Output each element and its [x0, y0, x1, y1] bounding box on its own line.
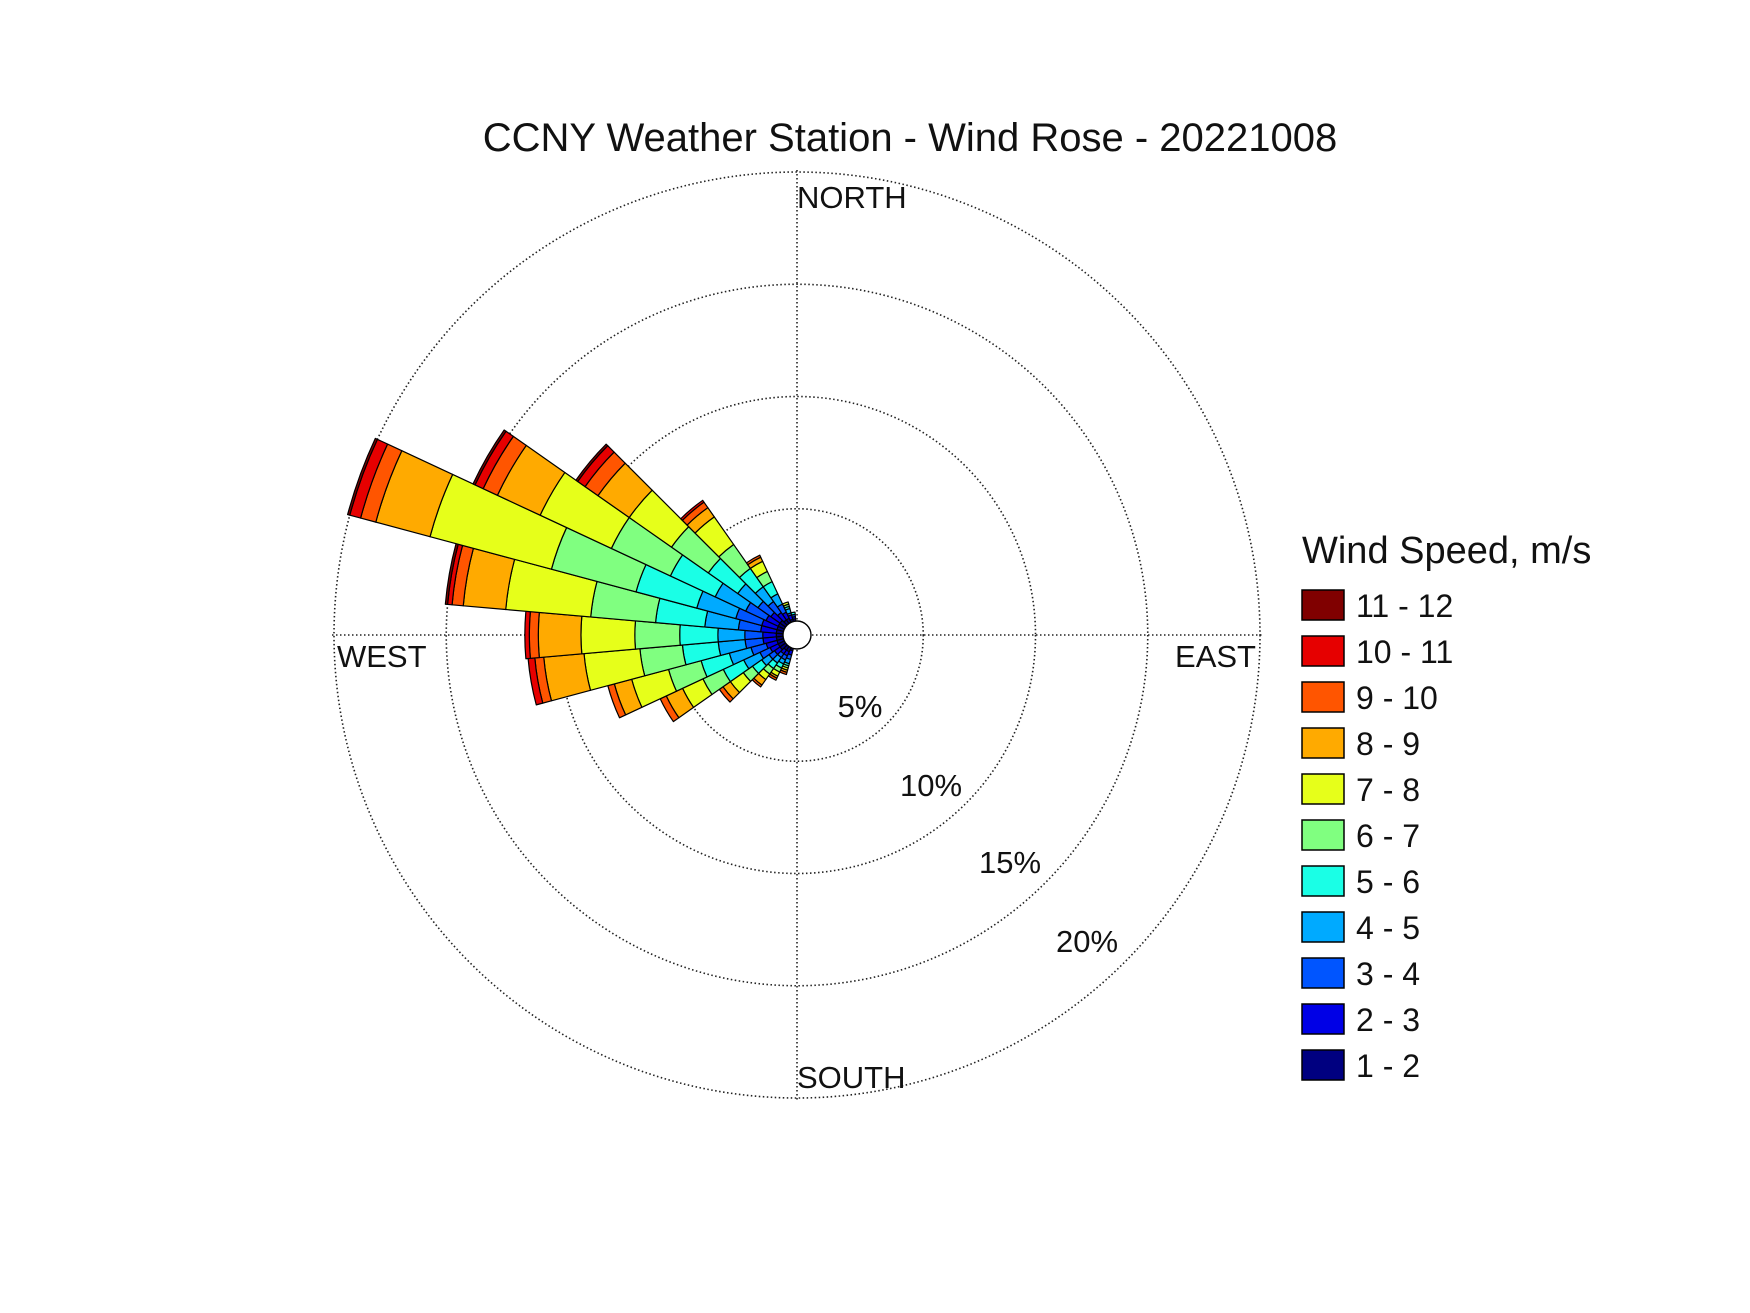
- sector-290-bin-11-12: [347, 437, 378, 516]
- sector-270-bin-10-11: [524, 610, 531, 660]
- legend: Wind Speed, m/s 11 - 12 10 - 11 9 - 10 8 - …: [1301, 530, 1591, 1084]
- chart-title: CCNY Weather Station - Wind Rose - 20221…: [483, 116, 1338, 160]
- sector-290: [347, 437, 785, 632]
- west-label: WEST: [337, 639, 427, 674]
- legend-entries: 11 - 12 10 - 11 9 - 10 8 - 9 7 - 8 6 - 7 5 - 6…: [1301, 588, 1453, 1084]
- legend-entry: 5 - 6: [1301, 864, 1420, 900]
- sector-340-bin-7-8: [781, 601, 790, 607]
- sector-270-bin-9-10: [528, 611, 540, 659]
- legend-title: Wind Speed, m/s: [1302, 530, 1591, 572]
- legend-entry: 9 - 10: [1301, 680, 1438, 716]
- south-label: SOUTH: [797, 1060, 906, 1095]
- sector-350-bin-5-6: [790, 611, 796, 616]
- legend-entry: 3 - 4: [1301, 956, 1420, 992]
- legend-label: 9 - 10: [1356, 680, 1438, 716]
- legend-swatch: [1301, 1049, 1345, 1081]
- legend-entry: 11 - 12: [1301, 588, 1453, 624]
- sector-260-bin-8-9: [543, 653, 592, 702]
- calm-center: [782, 620, 812, 650]
- legend-swatch: [1301, 589, 1345, 621]
- legend-entry: 2 - 3: [1301, 1002, 1420, 1038]
- sector-270-bin-7-8: [580, 615, 637, 655]
- legend-swatch: [1301, 773, 1345, 805]
- east-label: EAST: [1175, 639, 1256, 674]
- legend-swatch: [1301, 865, 1345, 897]
- legend-label: 2 - 3: [1356, 1002, 1420, 1038]
- sector-320: [680, 499, 790, 626]
- legend-swatch: [1301, 681, 1345, 713]
- sector-310-bin-11-12: [575, 443, 609, 483]
- legend-swatch: [1301, 1003, 1345, 1035]
- legend-swatch: [1301, 911, 1345, 943]
- wind-sectors: [347, 429, 812, 723]
- radial-tick-10: 10%: [900, 768, 962, 803]
- legend-label: 4 - 5: [1356, 910, 1420, 946]
- legend-label: 1 - 2: [1356, 1048, 1420, 1084]
- radial-tick-5: 5%: [838, 689, 883, 724]
- legend-swatch: [1301, 819, 1345, 851]
- legend-entry: 4 - 5: [1301, 910, 1420, 946]
- axis-labels: NORTH SOUTH WEST EAST 5% 10% 15% 20%: [337, 180, 1256, 1095]
- sector-270-bin-8-9: [537, 611, 583, 659]
- sector-330-bin-9-10: [745, 554, 762, 566]
- legend-entry: 7 - 8: [1301, 772, 1420, 808]
- legend-label: 5 - 6: [1356, 864, 1420, 900]
- legend-entry: 6 - 7: [1301, 818, 1420, 854]
- sector-270-bin-6-7: [634, 620, 681, 650]
- legend-swatch: [1301, 635, 1345, 667]
- sector-310: [575, 443, 788, 628]
- legend-label: 8 - 9: [1356, 726, 1420, 762]
- legend-label: 6 - 7: [1356, 818, 1420, 854]
- legend-entry: 8 - 9: [1301, 726, 1420, 762]
- sector-280: [444, 543, 785, 635]
- sector-350: [790, 611, 797, 623]
- legend-swatch: [1301, 727, 1345, 759]
- sector-300-bin-11-12: [472, 429, 507, 486]
- legend-swatch: [1301, 957, 1345, 989]
- legend-entry: 1 - 2: [1301, 1048, 1420, 1084]
- sector-270: [524, 610, 784, 660]
- legend-entry: 10 - 11: [1301, 634, 1453, 670]
- radial-tick-20: 20%: [1056, 924, 1118, 959]
- north-label: NORTH: [797, 180, 907, 215]
- legend-label: 7 - 8: [1356, 772, 1420, 808]
- legend-label: 10 - 11: [1356, 634, 1453, 670]
- radial-tick-15: 15%: [979, 845, 1041, 880]
- sector-300: [472, 429, 787, 630]
- sector-320-bin-10-11: [680, 499, 705, 521]
- legend-label: 11 - 12: [1356, 588, 1453, 624]
- grid-ring-15: [445, 283, 1149, 987]
- legend-label: 3 - 4: [1356, 956, 1420, 992]
